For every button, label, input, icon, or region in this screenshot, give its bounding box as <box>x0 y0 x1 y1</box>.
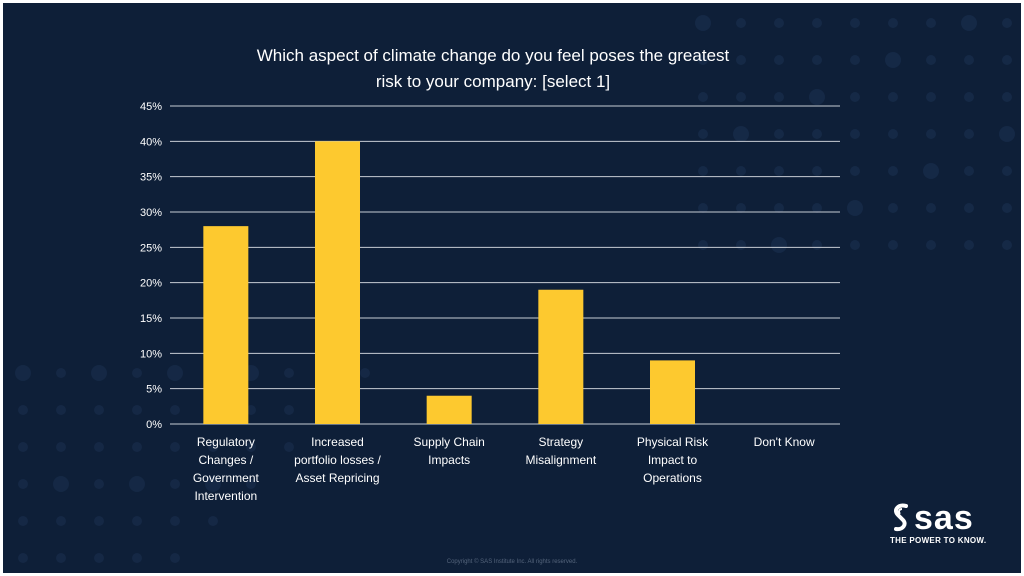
sas-tagline: THE POWER TO KNOW. <box>890 536 987 545</box>
y-tick-label: 40% <box>140 136 162 148</box>
x-category-label: Regulatory Changes / Government Interventio… <box>193 435 260 503</box>
y-tick-label: 5% <box>146 384 162 396</box>
chart-title: Which aspect of climate change do you fe… <box>153 43 833 95</box>
bar <box>650 360 695 424</box>
sas-swoosh-icon <box>894 503 908 532</box>
bar <box>426 395 472 424</box>
y-tick-label: 0% <box>146 419 162 431</box>
y-tick-label: 45% <box>140 101 162 113</box>
y-tick-label: 25% <box>140 242 162 254</box>
y-tick-label: 35% <box>140 172 162 184</box>
x-category-label: Supply Chain Impacts <box>413 435 484 467</box>
sas-logo-mark: sas <box>890 501 1000 535</box>
bar-chart: 0% 5% 10% 15% 20% 25% 30% 35% 40% 45% Regulatory Ch… <box>140 101 840 503</box>
bar <box>203 226 249 424</box>
bar <box>315 141 360 425</box>
y-tick-label: 10% <box>140 348 162 360</box>
y-tick-label: 30% <box>140 207 162 219</box>
copyright-notice: Copyright © SAS Institute Inc. All right… <box>446 559 578 565</box>
y-tick-label: 20% <box>140 278 162 290</box>
bar <box>538 289 584 424</box>
x-category-label: Increased portfolio losses / Asset Reprici… <box>294 435 381 485</box>
sas-logo-text: sas <box>914 499 974 537</box>
slide: Which aspect of climate change do you fe… <box>3 3 1021 573</box>
chart-title-line-2: risk to your company: [select 1] <box>375 72 611 91</box>
x-category-label: Don't Know <box>754 435 815 449</box>
y-tick-label: 15% <box>140 313 162 325</box>
x-category-label: Physical Risk Impact to Operations <box>637 435 709 485</box>
x-category-label: Strategy Misalignment <box>525 435 596 467</box>
sas-logo: sas THE POWER TO KNOW. <box>890 501 1000 545</box>
chart-title-line-1: Which aspect of climate change do you fe… <box>256 46 730 65</box>
